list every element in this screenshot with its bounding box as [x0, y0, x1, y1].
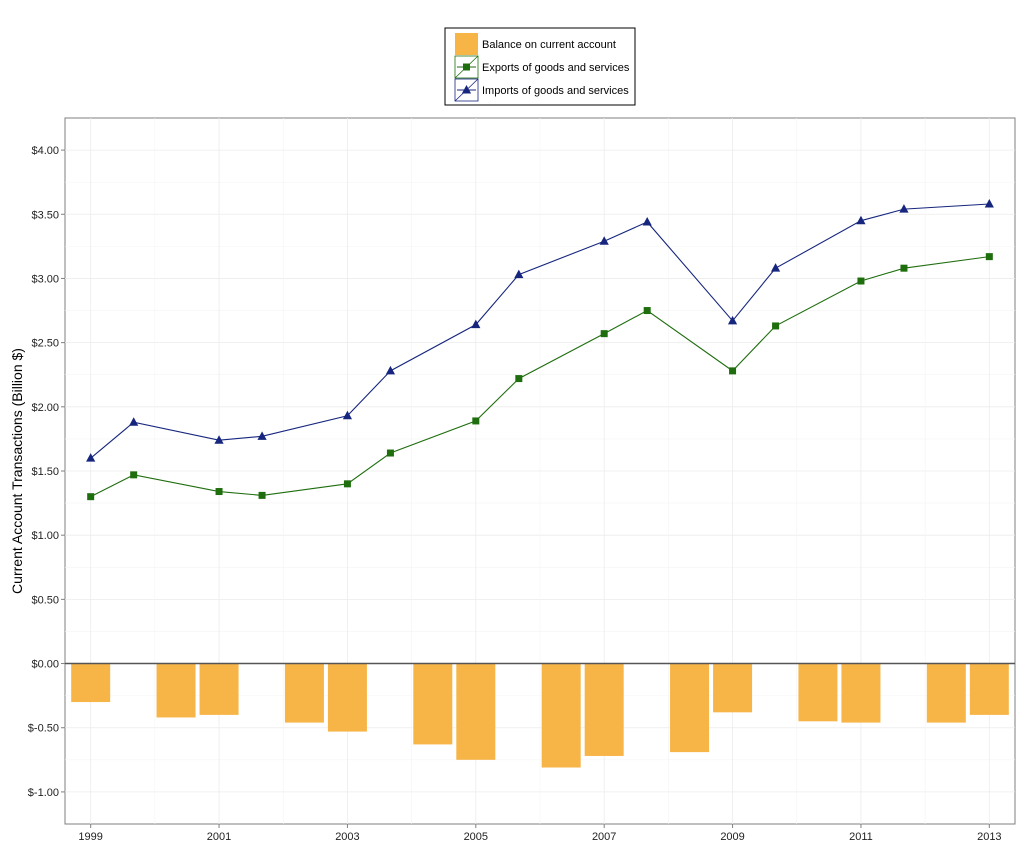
balance-bar — [926, 663, 966, 723]
imports-point — [642, 216, 652, 226]
balance-bar — [199, 663, 239, 715]
y-axis: $-1.00 $-0.50 $0.00 $0.50 $1.00 $1.50 $2.00 $2.… — [28, 145, 65, 799]
y-tick-label: $1.50 — [31, 466, 59, 478]
x-tick-label: 2007 — [592, 831, 616, 843]
y-tick-label: $-1.00 — [28, 787, 59, 799]
exports-point — [600, 330, 608, 338]
legend-label: Balance on current account — [482, 39, 616, 51]
exports-point — [772, 322, 780, 330]
balance-bar — [284, 663, 324, 723]
imports-point — [214, 435, 224, 444]
x-tick-label: 2009 — [720, 831, 744, 843]
balance-bar — [798, 663, 838, 722]
imports-point — [727, 315, 738, 325]
line-series — [86, 199, 994, 501]
legend-label: Imports of goods and services — [482, 85, 629, 97]
imports-point — [599, 236, 609, 245]
balance-bar — [841, 663, 881, 723]
y-tick-label: $0.00 — [31, 659, 59, 671]
imports-point — [385, 365, 396, 375]
exports-point — [215, 488, 223, 496]
balance-bar — [413, 663, 453, 745]
exports-point — [729, 367, 737, 375]
x-tick-label: 2001 — [207, 831, 231, 843]
x-tick-label: 2013 — [977, 831, 1001, 843]
y-tick-label: $2.00 — [31, 402, 59, 414]
imports-point — [856, 215, 866, 225]
y-axis-title: Current Account Transactions (Billion $) — [9, 348, 25, 594]
balance-bar — [327, 663, 367, 732]
imports-point — [342, 410, 353, 420]
balance-bar — [71, 663, 111, 703]
exports-point — [130, 471, 138, 479]
imports-point — [257, 431, 267, 440]
y-tick-label: $1.00 — [31, 530, 59, 542]
exports-point — [258, 491, 266, 499]
exports-point — [386, 449, 394, 457]
imports-point — [129, 417, 139, 426]
legend-label: Exports of goods and services — [482, 62, 630, 74]
balance-bar — [670, 663, 710, 753]
balance-bar — [456, 663, 496, 760]
bar-series — [71, 663, 1009, 768]
imports-point — [899, 204, 909, 213]
legend-key-imports-marker — [461, 85, 472, 94]
exports-point — [343, 480, 351, 488]
balance-bar — [156, 663, 196, 718]
legend-key-balance — [455, 33, 478, 55]
legend: Balance on current account Exports of goo… — [444, 27, 636, 106]
exports-point — [515, 375, 523, 383]
exports-point — [472, 417, 480, 425]
x-axis: 1999 2001 2003 2005 2007 2009 2011 2013 — [78, 824, 1002, 843]
imports-point — [514, 269, 524, 279]
exports-point — [985, 253, 993, 261]
y-tick-label: $3.00 — [31, 273, 59, 285]
y-tick-label: $4.00 — [31, 145, 59, 157]
exports-point — [87, 493, 95, 501]
exports-point — [643, 307, 651, 315]
y-tick-label: $0.50 — [31, 594, 59, 606]
balance-bar — [969, 663, 1009, 715]
imports-point — [770, 263, 781, 272]
imports-point — [471, 319, 481, 329]
x-tick-label: 2011 — [849, 831, 873, 843]
y-tick-label: $-0.50 — [28, 723, 59, 735]
imports-point — [86, 453, 96, 462]
y-tick-label: $3.50 — [31, 209, 59, 221]
y-tick-label: $2.50 — [31, 338, 59, 350]
balance-bar — [713, 663, 753, 713]
balance-bar — [584, 663, 624, 756]
x-tick-label: 2003 — [335, 831, 359, 843]
exports-point — [857, 277, 865, 285]
x-tick-label: 2005 — [464, 831, 488, 843]
exports-point — [900, 264, 908, 272]
x-tick-label: 1999 — [78, 831, 102, 843]
legend-key-exports-marker — [463, 63, 470, 71]
imports-point — [984, 199, 994, 208]
balance-bar — [541, 663, 581, 768]
